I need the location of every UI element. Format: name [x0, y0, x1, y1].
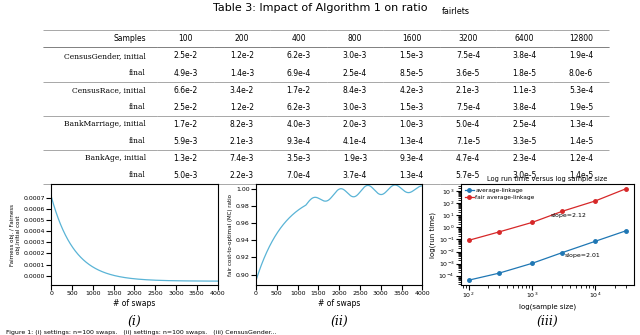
fair average-linkage — [528, 220, 536, 224]
average-linkage — [465, 278, 472, 282]
Line: average-linkage: average-linkage — [467, 229, 627, 282]
X-axis label: log(sample size): log(sample size) — [518, 303, 576, 310]
Text: slope=2.01: slope=2.01 — [564, 253, 600, 258]
Text: (iii): (iii) — [536, 315, 558, 328]
X-axis label: # of swaps: # of swaps — [318, 299, 360, 308]
Text: (i): (i) — [127, 315, 141, 328]
X-axis label: # of swaps: # of swaps — [113, 299, 156, 308]
average-linkage — [528, 261, 536, 265]
Y-axis label: log(run time): log(run time) — [429, 211, 436, 258]
Text: slope=2.12: slope=2.12 — [550, 213, 586, 218]
average-linkage — [495, 271, 503, 275]
Text: fairlets: fairlets — [442, 7, 470, 16]
Y-axis label: fair cost-to-optimal (MC) ratio: fair cost-to-optimal (MC) ratio — [228, 194, 233, 275]
Y-axis label: Fairness obj. / Fairness
obj.Initial cost: Fairness obj. / Fairness obj.Initial cos… — [10, 203, 20, 266]
Text: Table 3: Impact of Algorithm 1 on ratio: Table 3: Impact of Algorithm 1 on ratio — [212, 3, 428, 13]
Legend: average-linkage, fair average-linkage: average-linkage, fair average-linkage — [464, 187, 536, 201]
Text: .: . — [464, 3, 468, 13]
average-linkage — [591, 239, 599, 243]
fair average-linkage — [591, 199, 599, 203]
average-linkage — [622, 229, 630, 233]
fair average-linkage — [495, 230, 503, 234]
Text: (ii): (ii) — [330, 315, 348, 328]
average-linkage — [559, 251, 566, 255]
Title: Log run time versus log sample size: Log run time versus log sample size — [487, 177, 607, 183]
fair average-linkage — [622, 187, 630, 191]
fair average-linkage — [559, 209, 566, 213]
Line: fair average-linkage: fair average-linkage — [467, 187, 627, 242]
fair average-linkage — [465, 238, 472, 242]
Text: Figure 1: (i) settings: n=100 swaps.   (ii) settings: n=100 swaps.   (iii) Censu: Figure 1: (i) settings: n=100 swaps. (ii… — [6, 330, 277, 335]
